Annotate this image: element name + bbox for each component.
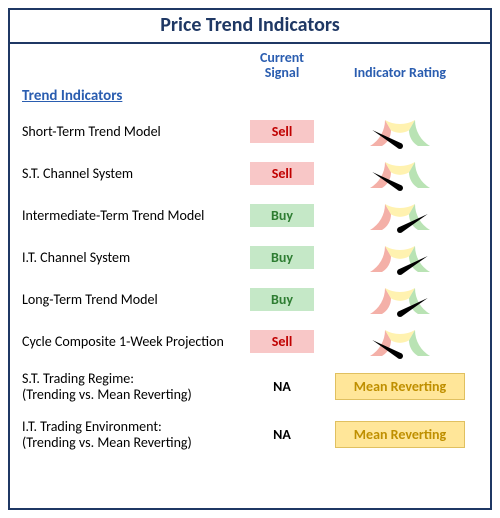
- row-label: S.T. Channel System: [22, 166, 242, 182]
- indicator-row: S.T. Trading Regime:(Trending vs. Mean R…: [22, 363, 478, 411]
- signal-cell: Sell: [242, 330, 322, 353]
- gauge-icon: [365, 198, 435, 234]
- row-sublabel-text: (Trending vs. Mean Reverting): [22, 387, 242, 403]
- signal-pill: NA: [250, 423, 314, 446]
- rating-cell: [322, 114, 478, 150]
- row-label-text: Long-Term Trend Model: [22, 291, 158, 308]
- rating-cell: [322, 324, 478, 360]
- indicator-row: Intermediate-Term Trend Model Buy: [22, 195, 478, 237]
- rating-cell: Mean Reverting: [322, 373, 478, 400]
- row-label: I.T. Trading Environment:(Trending vs. M…: [22, 419, 242, 451]
- row-label-text: Intermediate-Term Trend Model: [22, 207, 204, 224]
- indicator-row: Long-Term Trend Model Buy: [22, 279, 478, 321]
- signal-cell: NA: [242, 375, 322, 398]
- gauge-icon: [365, 240, 435, 276]
- row-label-text: Short-Term Trend Model: [22, 123, 161, 140]
- row-label: Short-Term Trend Model: [22, 124, 242, 140]
- row-label: Intermediate-Term Trend Model: [22, 208, 242, 224]
- rating-cell: Mean Reverting: [322, 421, 478, 448]
- rating-cell: [322, 240, 478, 276]
- signal-cell: NA: [242, 423, 322, 446]
- section-heading: Trend Indicators: [22, 87, 478, 105]
- gauge-icon: [365, 324, 435, 360]
- header-indicator-rating: Indicator Rating: [322, 64, 478, 81]
- gauge-icon: [365, 156, 435, 192]
- gauge-icon: [365, 282, 435, 318]
- row-sublabel-text: (Trending vs. Mean Reverting): [22, 435, 242, 451]
- indicator-row: I.T. Trading Environment:(Trending vs. M…: [22, 411, 478, 459]
- rating-cell: [322, 198, 478, 234]
- indicator-row: Short-Term Trend Model Sell: [22, 111, 478, 153]
- rating-cell: [322, 282, 478, 318]
- row-label-text: S.T. Channel System: [22, 165, 133, 182]
- row-label: Cycle Composite 1-Week Projection: [22, 334, 242, 350]
- signal-pill: Buy: [250, 204, 314, 227]
- signal-cell: Sell: [242, 162, 322, 185]
- signal-cell: Buy: [242, 204, 322, 227]
- signal-pill: NA: [250, 375, 314, 398]
- signal-pill: Buy: [250, 288, 314, 311]
- signal-pill: Buy: [250, 246, 314, 269]
- row-label: S.T. Trading Regime:(Trending vs. Mean R…: [22, 371, 242, 403]
- column-header-row: Current Signal Indicator Rating: [22, 50, 478, 81]
- signal-cell: Sell: [242, 120, 322, 143]
- signal-cell: Buy: [242, 246, 322, 269]
- signal-pill: Sell: [250, 120, 314, 143]
- indicator-row: S.T. Channel System Sell: [22, 153, 478, 195]
- panel-title: Price Trend Indicators: [10, 10, 490, 44]
- row-label-text: I.T. Trading Environment:: [22, 418, 162, 435]
- rating-text-pill: Mean Reverting: [335, 421, 465, 448]
- rating-text-pill: Mean Reverting: [335, 373, 465, 400]
- row-label-text: Cycle Composite 1-Week Projection: [22, 333, 224, 350]
- indicator-panel: Price Trend Indicators Current Signal In…: [8, 8, 492, 510]
- gauge-icon: [365, 114, 435, 150]
- signal-pill: Sell: [250, 330, 314, 353]
- rating-cell: [322, 156, 478, 192]
- rows-container: Short-Term Trend Model Sell S.T. Channel …: [22, 111, 478, 459]
- row-label-text: I.T. Channel System: [22, 249, 130, 266]
- signal-pill: Sell: [250, 162, 314, 185]
- indicator-row: I.T. Channel System Buy: [22, 237, 478, 279]
- indicator-row: Cycle Composite 1-Week Projection Sell: [22, 321, 478, 363]
- row-label: Long-Term Trend Model: [22, 292, 242, 308]
- row-label-text: S.T. Trading Regime:: [22, 370, 134, 387]
- signal-cell: Buy: [242, 288, 322, 311]
- header-current-signal: Current Signal: [242, 50, 322, 81]
- panel-body: Current Signal Indicator Rating Trend In…: [10, 44, 490, 459]
- row-label: I.T. Channel System: [22, 250, 242, 266]
